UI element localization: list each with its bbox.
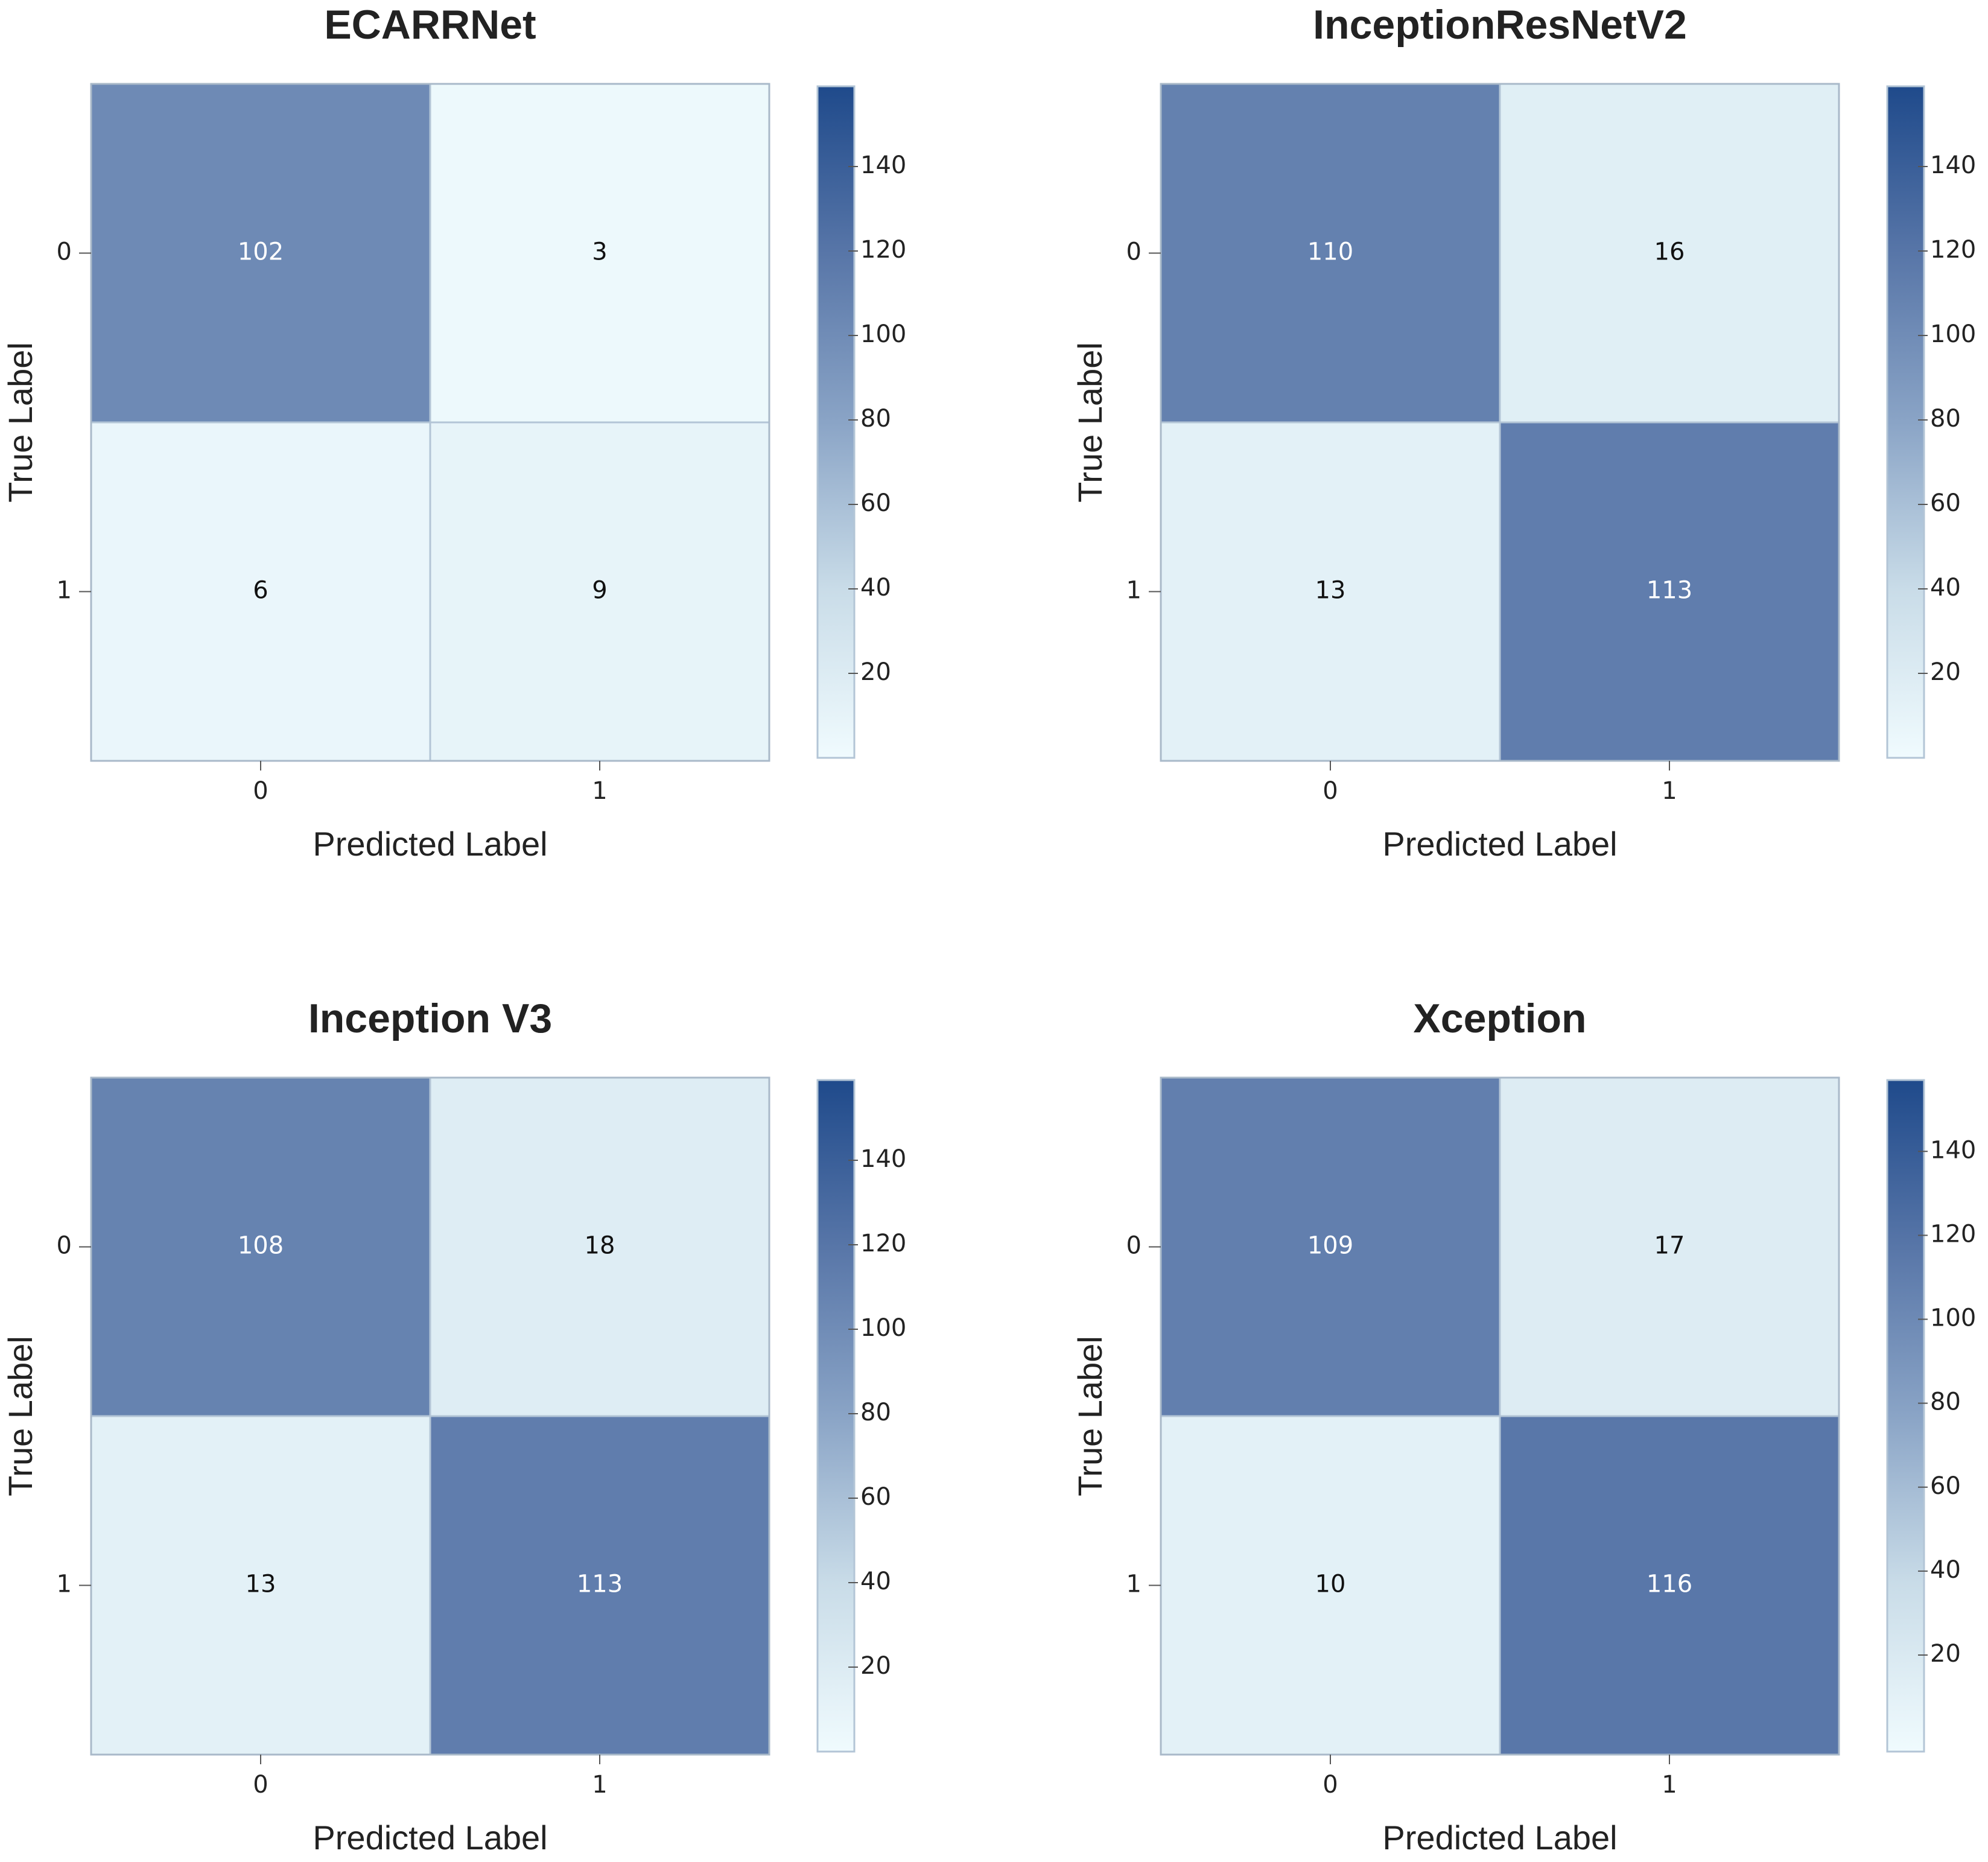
cell-value: 113 xyxy=(1647,577,1692,605)
y-axis-label: True Label xyxy=(1,342,39,503)
x-tick-label: 0 xyxy=(1323,1771,1338,1799)
colorbar-tick-label: 40 xyxy=(860,574,891,602)
y-tick-label: 0 xyxy=(57,238,72,266)
heatmap-cell xyxy=(429,1076,770,1417)
colorbar-tick-label: 100 xyxy=(1930,320,1976,348)
colorbar-tick-label: 140 xyxy=(860,1145,906,1173)
heatmap-cell xyxy=(1160,1076,1501,1417)
colorbar-tick-label: 120 xyxy=(1930,236,1976,264)
heatmap-cell xyxy=(1499,1076,1840,1417)
x-axis-label: Predicted Label xyxy=(313,825,547,863)
colorbar xyxy=(1886,85,1925,759)
cell-value: 102 xyxy=(238,238,284,266)
colorbar-tick-label: 40 xyxy=(1930,574,1961,602)
cell-value: 6 xyxy=(253,577,268,605)
cell-value: 13 xyxy=(1315,577,1346,605)
y-axis-label: True Label xyxy=(1,1336,39,1496)
panel: Inception V3 108 18 13 113 0 1 0 1 Predicted Labe… xyxy=(1,996,907,1857)
colorbar-tick-label: 140 xyxy=(860,151,906,179)
colorbar-tick-label: 20 xyxy=(1930,1640,1961,1668)
colorbar-tick-label: 140 xyxy=(1930,151,1976,179)
colorbar-tick-label: 120 xyxy=(860,1230,906,1257)
heatmap-cell xyxy=(90,421,431,762)
plot-border xyxy=(90,83,770,762)
colorbar xyxy=(816,85,856,759)
colorbar-tick-label: 60 xyxy=(860,489,891,517)
x-tick-label: 1 xyxy=(1662,777,1677,805)
cell-value: 18 xyxy=(585,1232,615,1260)
cell-value: 17 xyxy=(1654,1232,1685,1260)
y-axis-label: True Label xyxy=(1071,342,1109,503)
y-tick-label: 1 xyxy=(57,577,72,605)
panel: ECARRNet 102 3 6 9 0 1 0 1 Predicted Label True La… xyxy=(1,2,907,863)
cell-value: 110 xyxy=(1307,238,1353,266)
x-axis-label: Predicted Label xyxy=(1382,1819,1617,1857)
plot-border xyxy=(1160,1076,1840,1756)
colorbar-tick-label: 100 xyxy=(860,320,906,348)
heatmap-cell xyxy=(1160,421,1501,762)
heatmap-cell xyxy=(429,1415,770,1756)
colorbar-tick-label: 80 xyxy=(1930,405,1961,433)
colorbar xyxy=(1886,1079,1925,1753)
x-tick-label: 1 xyxy=(592,777,607,805)
colorbar-tick-label: 20 xyxy=(860,1652,891,1680)
heatmap-cell xyxy=(1160,1415,1501,1756)
chart-title: InceptionResNetV2 xyxy=(1313,2,1687,48)
cell-value: 16 xyxy=(1654,238,1685,266)
colorbar-tick-label: 140 xyxy=(1930,1136,1976,1164)
cell-value: 109 xyxy=(1307,1232,1353,1260)
y-tick-label: 0 xyxy=(1126,238,1142,266)
y-tick-label: 1 xyxy=(1126,1571,1142,1598)
cell-value: 13 xyxy=(246,1571,276,1598)
heatmap-cell xyxy=(429,83,770,424)
x-tick-label: 1 xyxy=(592,1771,607,1799)
x-tick-label: 0 xyxy=(253,777,268,805)
colorbar-tick-label: 20 xyxy=(1930,658,1961,686)
x-tick-label: 0 xyxy=(253,1771,268,1799)
chart-title: Inception V3 xyxy=(308,996,552,1041)
y-tick-label: 1 xyxy=(1126,577,1142,605)
heatmap-cell xyxy=(1499,1415,1840,1756)
heatmap-cell xyxy=(429,421,770,762)
colorbar-tick-label: 60 xyxy=(1930,1472,1961,1500)
cell-value: 3 xyxy=(592,238,607,266)
colorbar-tick-label: 120 xyxy=(1930,1220,1976,1248)
cell-value: 113 xyxy=(577,1571,623,1598)
colorbar-tick-label: 100 xyxy=(860,1314,906,1342)
x-axis-label: Predicted Label xyxy=(313,1819,547,1857)
chart-title: ECARRNet xyxy=(324,2,536,48)
x-axis-label: Predicted Label xyxy=(1382,825,1617,863)
colorbar-tick-label: 40 xyxy=(1930,1556,1961,1584)
colorbar-tick-label: 20 xyxy=(860,658,891,686)
colorbar-tick-label: 80 xyxy=(860,1399,891,1426)
y-tick-label: 0 xyxy=(57,1232,72,1260)
colorbar-tick-label: 120 xyxy=(860,236,906,264)
colorbar-tick-label: 40 xyxy=(860,1568,891,1595)
plot-border xyxy=(1160,83,1840,762)
y-tick-label: 1 xyxy=(57,1571,72,1598)
colorbar-tick-label: 80 xyxy=(860,405,891,433)
cell-value: 116 xyxy=(1647,1571,1692,1598)
colorbar xyxy=(816,1079,856,1753)
heatmap-cell xyxy=(90,83,431,424)
cell-value: 10 xyxy=(1315,1571,1346,1598)
colorbar-tick-label: 60 xyxy=(860,1483,891,1511)
y-tick-label: 0 xyxy=(1126,1232,1142,1260)
x-tick-label: 0 xyxy=(1323,777,1338,805)
cell-value: 9 xyxy=(592,577,607,605)
chart-title: Xception xyxy=(1413,996,1586,1041)
cell-value: 108 xyxy=(238,1232,284,1260)
y-axis-label: True Label xyxy=(1071,1336,1109,1496)
colorbar-tick-label: 60 xyxy=(1930,489,1961,517)
heatmap-cell xyxy=(1160,83,1501,424)
plot-border xyxy=(90,1076,770,1756)
heatmap-cell xyxy=(90,1415,431,1756)
colorbar-tick-label: 100 xyxy=(1930,1304,1976,1332)
panel: InceptionResNetV2 110 16 13 113 0 1 0 1 Predicted… xyxy=(1071,2,1977,863)
x-tick-label: 1 xyxy=(1662,1771,1677,1799)
heatmap-cell xyxy=(90,1076,431,1417)
colorbar-tick-label: 80 xyxy=(1930,1388,1961,1416)
